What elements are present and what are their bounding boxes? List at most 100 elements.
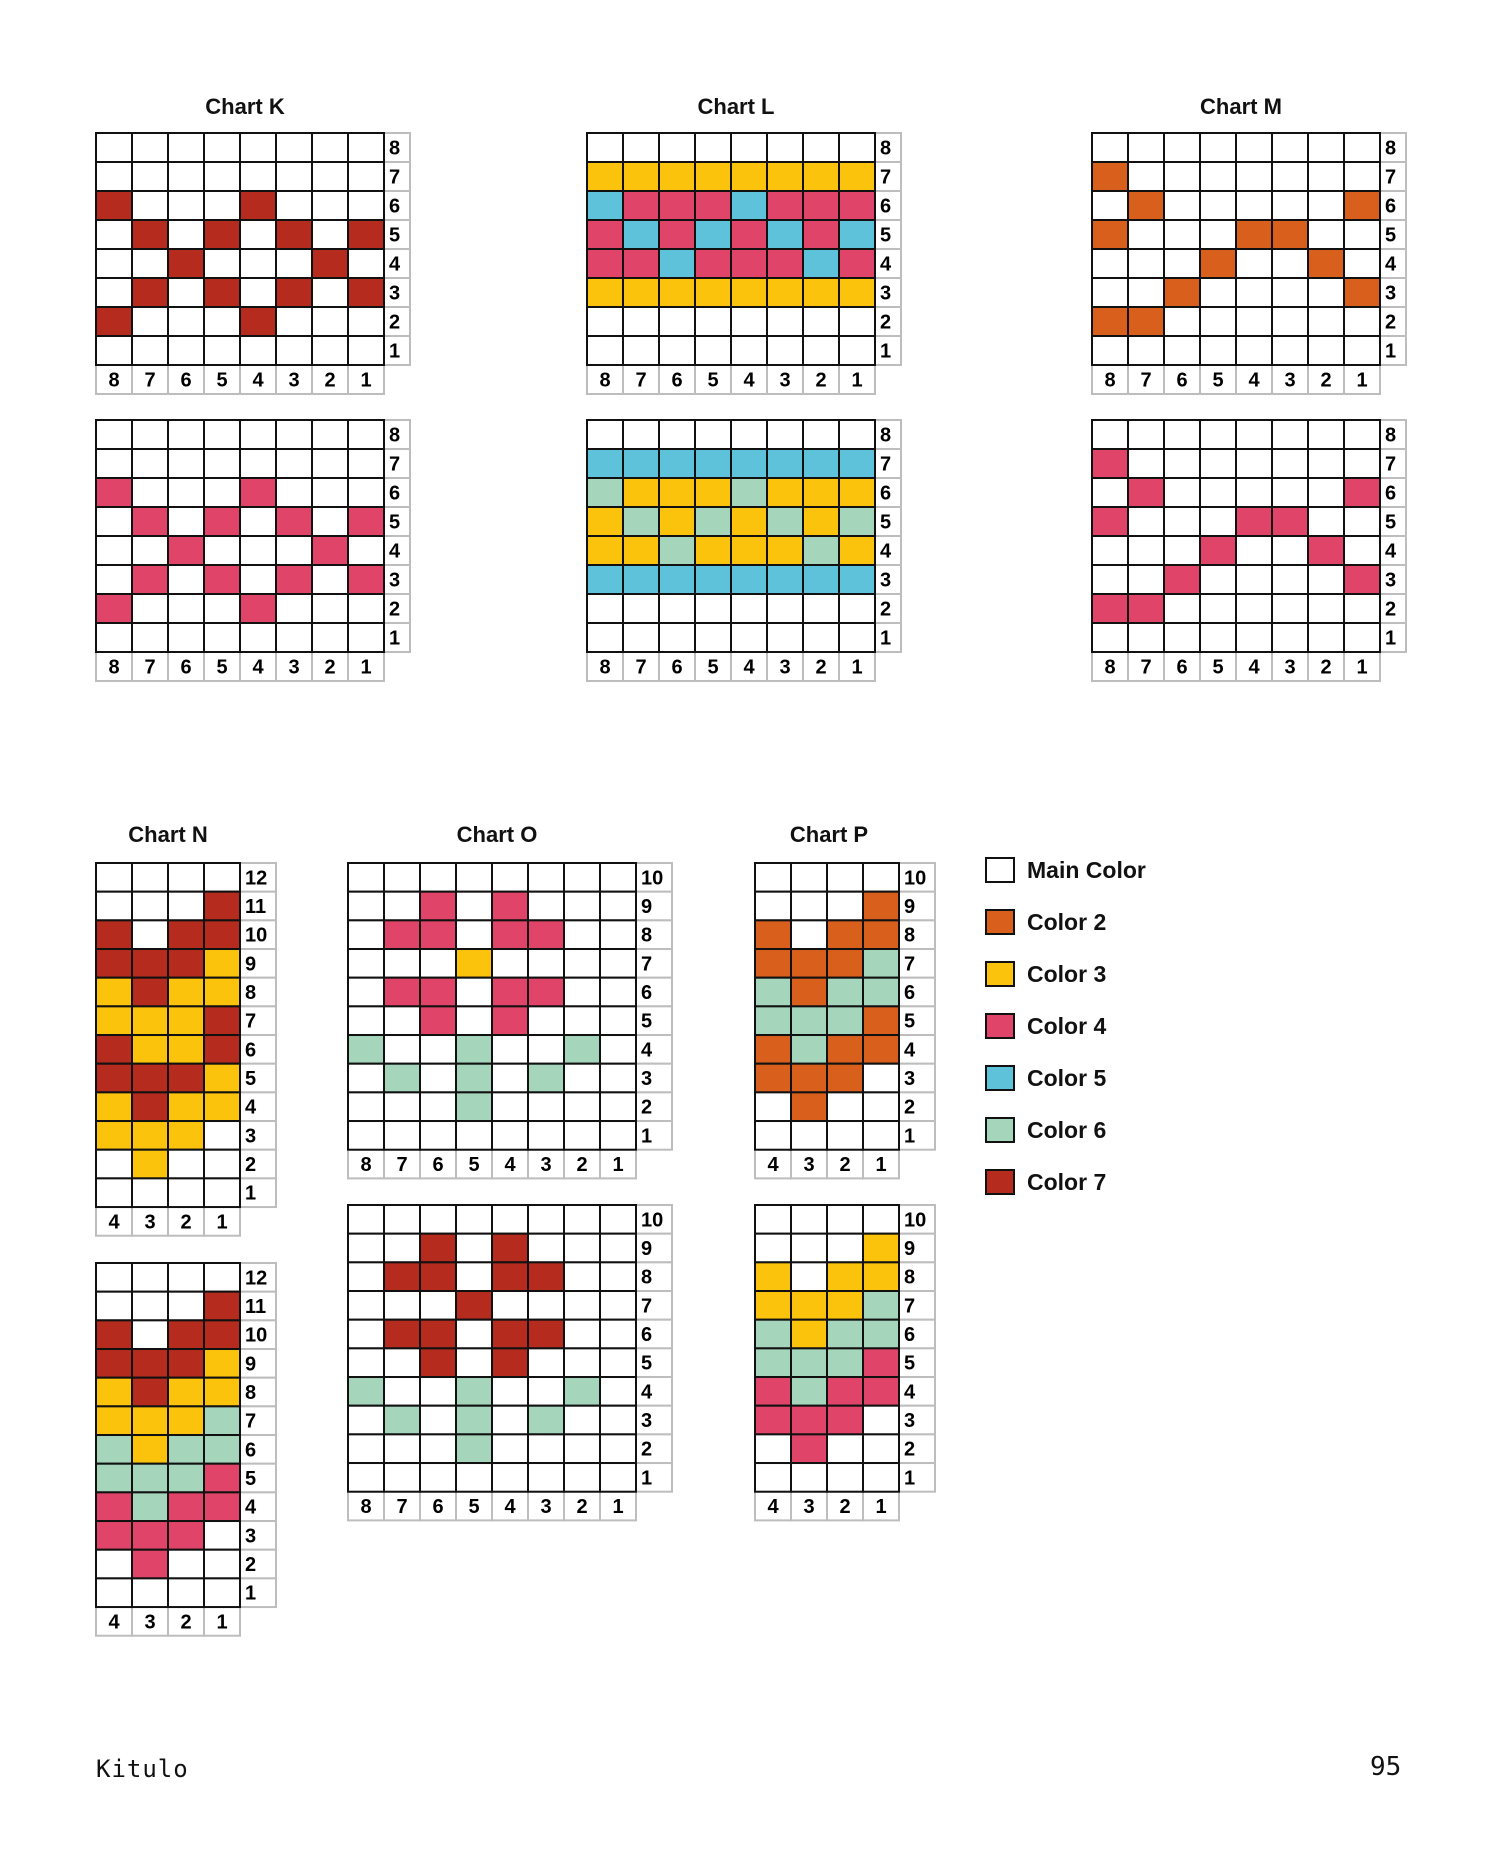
stitch-cell [239,448,277,479]
stitch-cell [802,306,840,337]
stitch-cell [419,1062,457,1094]
stitch-cell [239,132,277,163]
row-number: 8 [245,1382,256,1404]
stitch-cell [311,161,349,192]
stitch-cell [95,506,133,537]
stitch-cell [95,593,133,624]
stitch-cell [1127,161,1165,192]
row-number: 1 [904,1125,915,1147]
stitch-cell [131,161,169,192]
stitch-cell [527,1462,565,1493]
stitch-cell [131,477,169,508]
stitch-cell [1091,622,1129,653]
column-number: 8 [1104,657,1115,679]
stitch-cell [527,919,565,951]
stitch-cell [790,890,828,922]
stitch-cell [527,1347,565,1379]
stitch-cell [167,1177,205,1209]
stitch-cell [754,1034,792,1065]
stitch-cell [527,1433,565,1465]
stitch-cell [563,1404,601,1436]
stitch-cell [491,890,529,922]
row-number: 8 [389,425,400,447]
stitch-cell [838,506,876,537]
row-number: 2 [904,1097,915,1119]
stitch-cell [383,1261,421,1293]
column-number: 2 [324,370,335,392]
column-number: 1 [216,1211,227,1233]
stitch-cell [1271,190,1309,221]
stitch-cell [1271,161,1309,192]
stitch-cell [1271,219,1309,250]
stitch-cell [694,622,732,653]
stitch-cell [311,535,349,566]
column-number: 3 [779,370,790,392]
row-number: 9 [245,953,256,975]
stitch-cell [694,535,732,566]
stitch-cell [694,132,732,163]
stitch-cell [766,335,804,366]
row-number: 8 [641,1267,652,1289]
stitch-cell [1091,448,1129,479]
stitch-cell [754,1062,792,1094]
stitch-cell [790,1290,828,1321]
stitch-cell [1307,219,1345,250]
stitch-cell [347,593,385,624]
column-number-box [1163,364,1201,395]
stitch-cell [1163,622,1201,653]
stitch-cell [95,919,133,951]
column-number: 3 [779,657,790,679]
stitch-cell [167,277,205,308]
stitch-cell [203,948,241,979]
stitch-cell [1199,277,1237,308]
stitch-cell [455,1005,493,1037]
stitch-cell [455,1232,493,1264]
stitch-cell [347,1261,385,1293]
column-number-box [599,1148,637,1180]
row-number: 7 [1385,167,1396,189]
stitch-cell [862,1062,900,1094]
stitch-cell [838,535,876,566]
row-number: 1 [245,1583,256,1605]
stitch-cell [131,248,169,279]
stitch-cell [347,1120,385,1151]
stitch-cell [563,919,601,951]
row-number-box [635,1261,673,1293]
stitch-cell [347,248,385,279]
stitch-cell [730,419,768,450]
stitch-cell [347,622,385,653]
column-number: 2 [180,1211,191,1233]
stitch-cell [802,419,840,450]
stitch-cell [527,948,565,979]
stitch-cell [203,1120,241,1151]
stitch-cell [622,506,660,537]
row-number: 7 [641,953,652,975]
stitch-cell [599,890,637,922]
row-number-box [239,1319,277,1351]
stitch-cell [455,1290,493,1321]
stitch-cell [131,622,169,653]
row-number: 8 [641,925,652,947]
stitch-cell [1127,506,1165,537]
stitch-cell [131,190,169,221]
stitch-cell [694,419,732,450]
stitch-cell [658,219,696,250]
stitch-cell [95,1319,133,1351]
stitch-cell [275,419,313,450]
column-number-box [95,364,133,395]
stitch-cell [599,1376,637,1407]
stitch-cell [1199,306,1237,337]
stitch-cell [167,306,205,337]
row-number-box [239,1491,277,1523]
stitch-cell [419,1462,457,1493]
row-number: 9 [641,896,652,918]
stitch-cell [275,161,313,192]
row-number-box [239,1120,277,1151]
stitch-cell [347,277,385,308]
stitch-cell [658,564,696,595]
stitch-cell [1235,219,1273,250]
row-number: 5 [641,1353,652,1375]
stitch-cell [790,1204,828,1235]
row-number: 10 [904,1209,926,1231]
stitch-cell [1343,535,1381,566]
